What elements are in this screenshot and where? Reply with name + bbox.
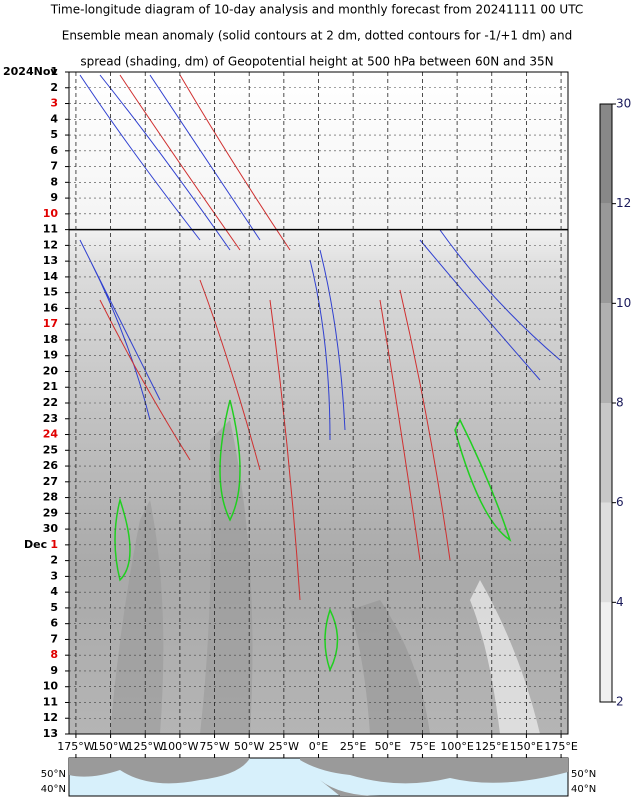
y-tick-label: 15 bbox=[43, 286, 58, 299]
y-tick-label: 6 bbox=[50, 144, 58, 157]
y-tick-label: 3 bbox=[50, 97, 58, 110]
colorbar-segment bbox=[600, 403, 612, 503]
y-tick-label: 10 bbox=[43, 680, 59, 693]
y-tick-label: 24 bbox=[43, 428, 59, 441]
map-lat-label: 40°N bbox=[41, 784, 66, 795]
colorbar-segment bbox=[600, 502, 612, 603]
y-tick-label: 23 bbox=[43, 412, 58, 425]
map bbox=[68, 757, 569, 797]
y-tick-label: 12 bbox=[43, 711, 58, 724]
title-line: Ensemble mean anomaly (solid contours at… bbox=[62, 29, 573, 43]
y-tick-label: 14 bbox=[43, 270, 59, 283]
y-tick-label: 17 bbox=[43, 317, 58, 330]
x-tick-label: 175°E bbox=[544, 740, 577, 753]
colorbar-segment bbox=[600, 602, 612, 702]
y-tick-label: 4 bbox=[50, 585, 58, 598]
y-tick-label: 11 bbox=[43, 695, 58, 708]
y-tick-label: 12 bbox=[43, 238, 58, 251]
colorbar-label: 6 bbox=[616, 495, 624, 509]
y-tick-label: 29 bbox=[43, 506, 58, 519]
x-tick-label: 100°W bbox=[161, 740, 198, 753]
y-tick-label: 13 bbox=[43, 254, 58, 267]
x-tick-label: 150°E bbox=[510, 740, 543, 753]
y-tick-label: 9 bbox=[50, 191, 58, 204]
colorbar-label: 2 bbox=[616, 695, 624, 709]
y-tick-label: 16 bbox=[43, 301, 59, 314]
y-tick-label: 9 bbox=[50, 664, 58, 677]
month-label: 2024Nov bbox=[3, 65, 58, 78]
y-tick-label: 8 bbox=[50, 648, 58, 661]
y-tick-label: 2 bbox=[50, 81, 58, 94]
contour-decoration bbox=[79, 74, 561, 672]
x-tick-label: 175°W bbox=[57, 740, 94, 753]
x-tick-label: 25°E bbox=[340, 740, 366, 753]
map-lat-label: 40°N bbox=[571, 784, 596, 795]
map-lat-label: 50°N bbox=[571, 769, 596, 780]
y-tick-label: 26 bbox=[43, 459, 59, 472]
plot-frame bbox=[68, 71, 569, 735]
colorbar-label: 8 bbox=[616, 396, 624, 410]
colorbar-segment bbox=[600, 303, 612, 403]
x-tick-label: 50°E bbox=[375, 740, 401, 753]
x-tick-label: 25°W bbox=[269, 740, 299, 753]
y-tick-label: 2 bbox=[50, 554, 58, 567]
colorbar-segment bbox=[600, 104, 612, 204]
title-line: Time-longitude diagram of 10-day analysi… bbox=[50, 3, 583, 17]
x-tick-label: 100°E bbox=[440, 740, 473, 753]
y-tick-label: 5 bbox=[50, 128, 58, 141]
colorbar-segment bbox=[600, 203, 612, 304]
colorbar-label: 12 bbox=[616, 196, 631, 210]
x-tick-label: 50°W bbox=[234, 740, 264, 753]
y-tick-label: 6 bbox=[50, 617, 58, 630]
y-tick-label: 11 bbox=[43, 223, 58, 236]
y-tick-label: 1 bbox=[50, 538, 58, 551]
colorbar-label: 10 bbox=[616, 296, 631, 310]
y-tick-label: 8 bbox=[50, 175, 58, 188]
y-tick-label: 30 bbox=[43, 522, 59, 535]
map-lat-label: 50°N bbox=[41, 769, 66, 780]
x-tick-label: 125°E bbox=[475, 740, 508, 753]
x-tick-label: 125°W bbox=[127, 740, 164, 753]
y-tick-label: 18 bbox=[43, 333, 58, 346]
y-tick-label: 5 bbox=[50, 601, 58, 614]
y-tick-label: 28 bbox=[43, 491, 58, 504]
y-tick-label: 1 bbox=[50, 65, 58, 78]
y-tick-label: 10 bbox=[43, 207, 59, 220]
title-line: spread (shading, dm) of Geopotential hei… bbox=[80, 55, 553, 69]
x-tick-label: 75°W bbox=[199, 740, 229, 753]
colorbar-label: 30 bbox=[616, 97, 631, 111]
colorbar-label: 4 bbox=[616, 595, 624, 609]
month-label: Dec bbox=[24, 538, 47, 551]
y-tick-label: 21 bbox=[43, 380, 58, 393]
y-tick-label: 27 bbox=[43, 475, 58, 488]
y-tick-label: 7 bbox=[50, 632, 58, 645]
axes: 12024Nov23456789101112131415161718192021… bbox=[3, 65, 631, 795]
x-tick-label: 0°E bbox=[309, 740, 328, 753]
x-tick-label: 150°W bbox=[92, 740, 129, 753]
y-tick-label: 3 bbox=[50, 569, 58, 582]
x-tick-label: 75°E bbox=[409, 740, 435, 753]
y-tick-label: 4 bbox=[50, 112, 58, 125]
y-tick-label: 7 bbox=[50, 160, 58, 173]
y-tick-label: 20 bbox=[43, 364, 59, 377]
y-tick-label: 19 bbox=[43, 349, 58, 362]
y-tick-label: 25 bbox=[43, 443, 58, 456]
y-tick-label: 13 bbox=[43, 727, 58, 740]
y-tick-label: 22 bbox=[43, 396, 58, 409]
